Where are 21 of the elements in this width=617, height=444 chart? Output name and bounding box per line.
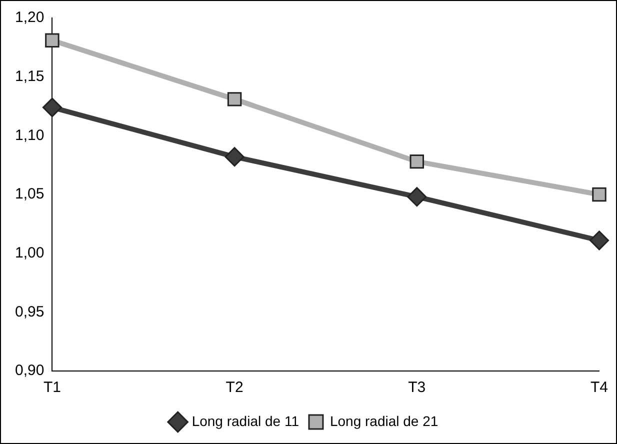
y-tick-label: 1,05 — [14, 186, 44, 203]
point — [592, 187, 606, 202]
point — [407, 187, 427, 207]
y-tick-label: 1,15 — [14, 68, 44, 85]
x-tick-label: T1 — [43, 379, 61, 396]
legend-label: Long radial de 21 — [330, 412, 438, 429]
y-tick-label: 1,00 — [14, 244, 44, 262]
x-tick-label: T2 — [226, 379, 244, 396]
y-tick-label: 0,90 — [14, 362, 44, 380]
point — [227, 92, 242, 106]
y-tick-label: 0,95 — [14, 303, 44, 320]
point — [42, 98, 62, 118]
point — [589, 230, 609, 250]
point — [45, 33, 60, 48]
y-tick-label: 1,10 — [14, 126, 44, 144]
point — [410, 154, 424, 169]
legend-label: Long radial de 11 — [192, 412, 300, 429]
x-tick-label: T3 — [408, 379, 426, 396]
point — [224, 147, 244, 167]
y-tick-label: 1,20 — [14, 9, 44, 26]
x-tick-label: T4 — [590, 379, 608, 396]
